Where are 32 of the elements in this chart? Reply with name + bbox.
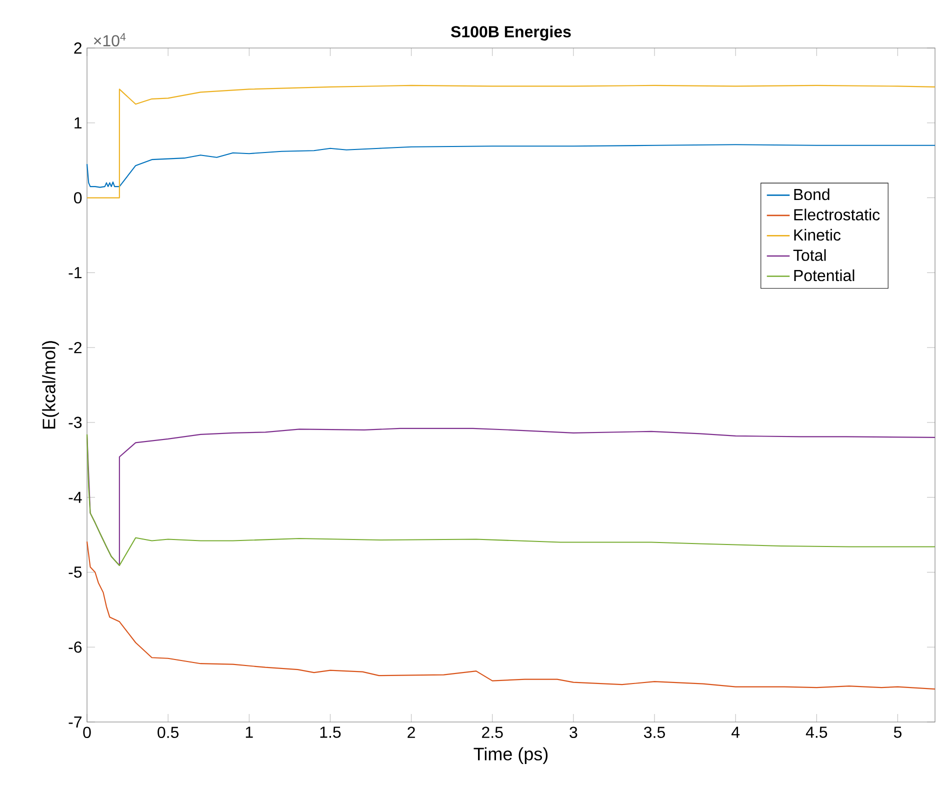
legend-label: Kinetic (794, 228, 841, 241)
legend-label: Total (793, 249, 826, 261)
x-tick-label: 0 (83, 726, 91, 738)
y-tick-label: -1 (68, 267, 82, 278)
x-tick-label: 2.5 (482, 726, 503, 738)
x-tick-label: 3 (570, 726, 578, 738)
x-tick-label: 4.5 (806, 726, 828, 738)
text: ×10$^{4}$ (94, 33, 126, 46)
legend-label: Potential (794, 269, 854, 282)
y-tick-label: -5 (68, 566, 82, 578)
x-tick-label: 3.5 (644, 726, 665, 738)
legend-label: Electrostatic (794, 208, 880, 220)
x-tick-label: 0.5 (158, 726, 179, 738)
y-tick-label: -2 (68, 342, 82, 354)
y-tick-label: -6 (68, 641, 82, 653)
y-tick-label: 1 (74, 117, 82, 128)
x-tick-label: 2 (408, 726, 415, 738)
chart-title: S100B Energies (450, 26, 571, 41)
line-series (86, 540, 936, 690)
x-tick-label: 1.5 (320, 726, 341, 738)
y-tick-label: -4 (68, 492, 82, 503)
x-tick-label: 4 (732, 726, 740, 738)
x-axis-title: Time (ps) (474, 747, 548, 764)
y-tick-label: -7 (68, 716, 82, 728)
line-series (86, 84, 936, 198)
y-tick-label: -3 (68, 416, 82, 428)
legend-label: Bond (794, 188, 830, 200)
y-axis-title: E(kcal/mol) (42, 341, 59, 429)
y-tick-label: 0 (74, 192, 82, 204)
x-tick-label: 5 (894, 726, 902, 738)
x-tick-label: 1 (246, 726, 253, 738)
y-tick-label: 2 (74, 42, 82, 54)
